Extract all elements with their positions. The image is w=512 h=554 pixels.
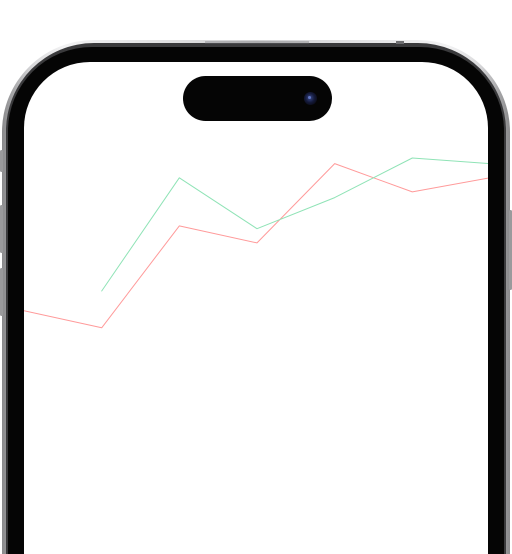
volume-down-button[interactable]: [0, 268, 3, 316]
antenna-line: [205, 41, 309, 44]
camera-glint: [308, 96, 311, 99]
action-button[interactable]: [0, 150, 3, 172]
phone-screen: [24, 62, 488, 554]
dynamic-island: [183, 76, 332, 121]
antenna-band: [396, 41, 404, 44]
volume-up-button[interactable]: [0, 205, 3, 253]
line-chart: [24, 157, 488, 329]
series-line-2: [101, 157, 488, 292]
series-line-1: [24, 163, 488, 329]
front-camera-icon: [304, 92, 317, 105]
power-button[interactable]: [509, 210, 512, 290]
